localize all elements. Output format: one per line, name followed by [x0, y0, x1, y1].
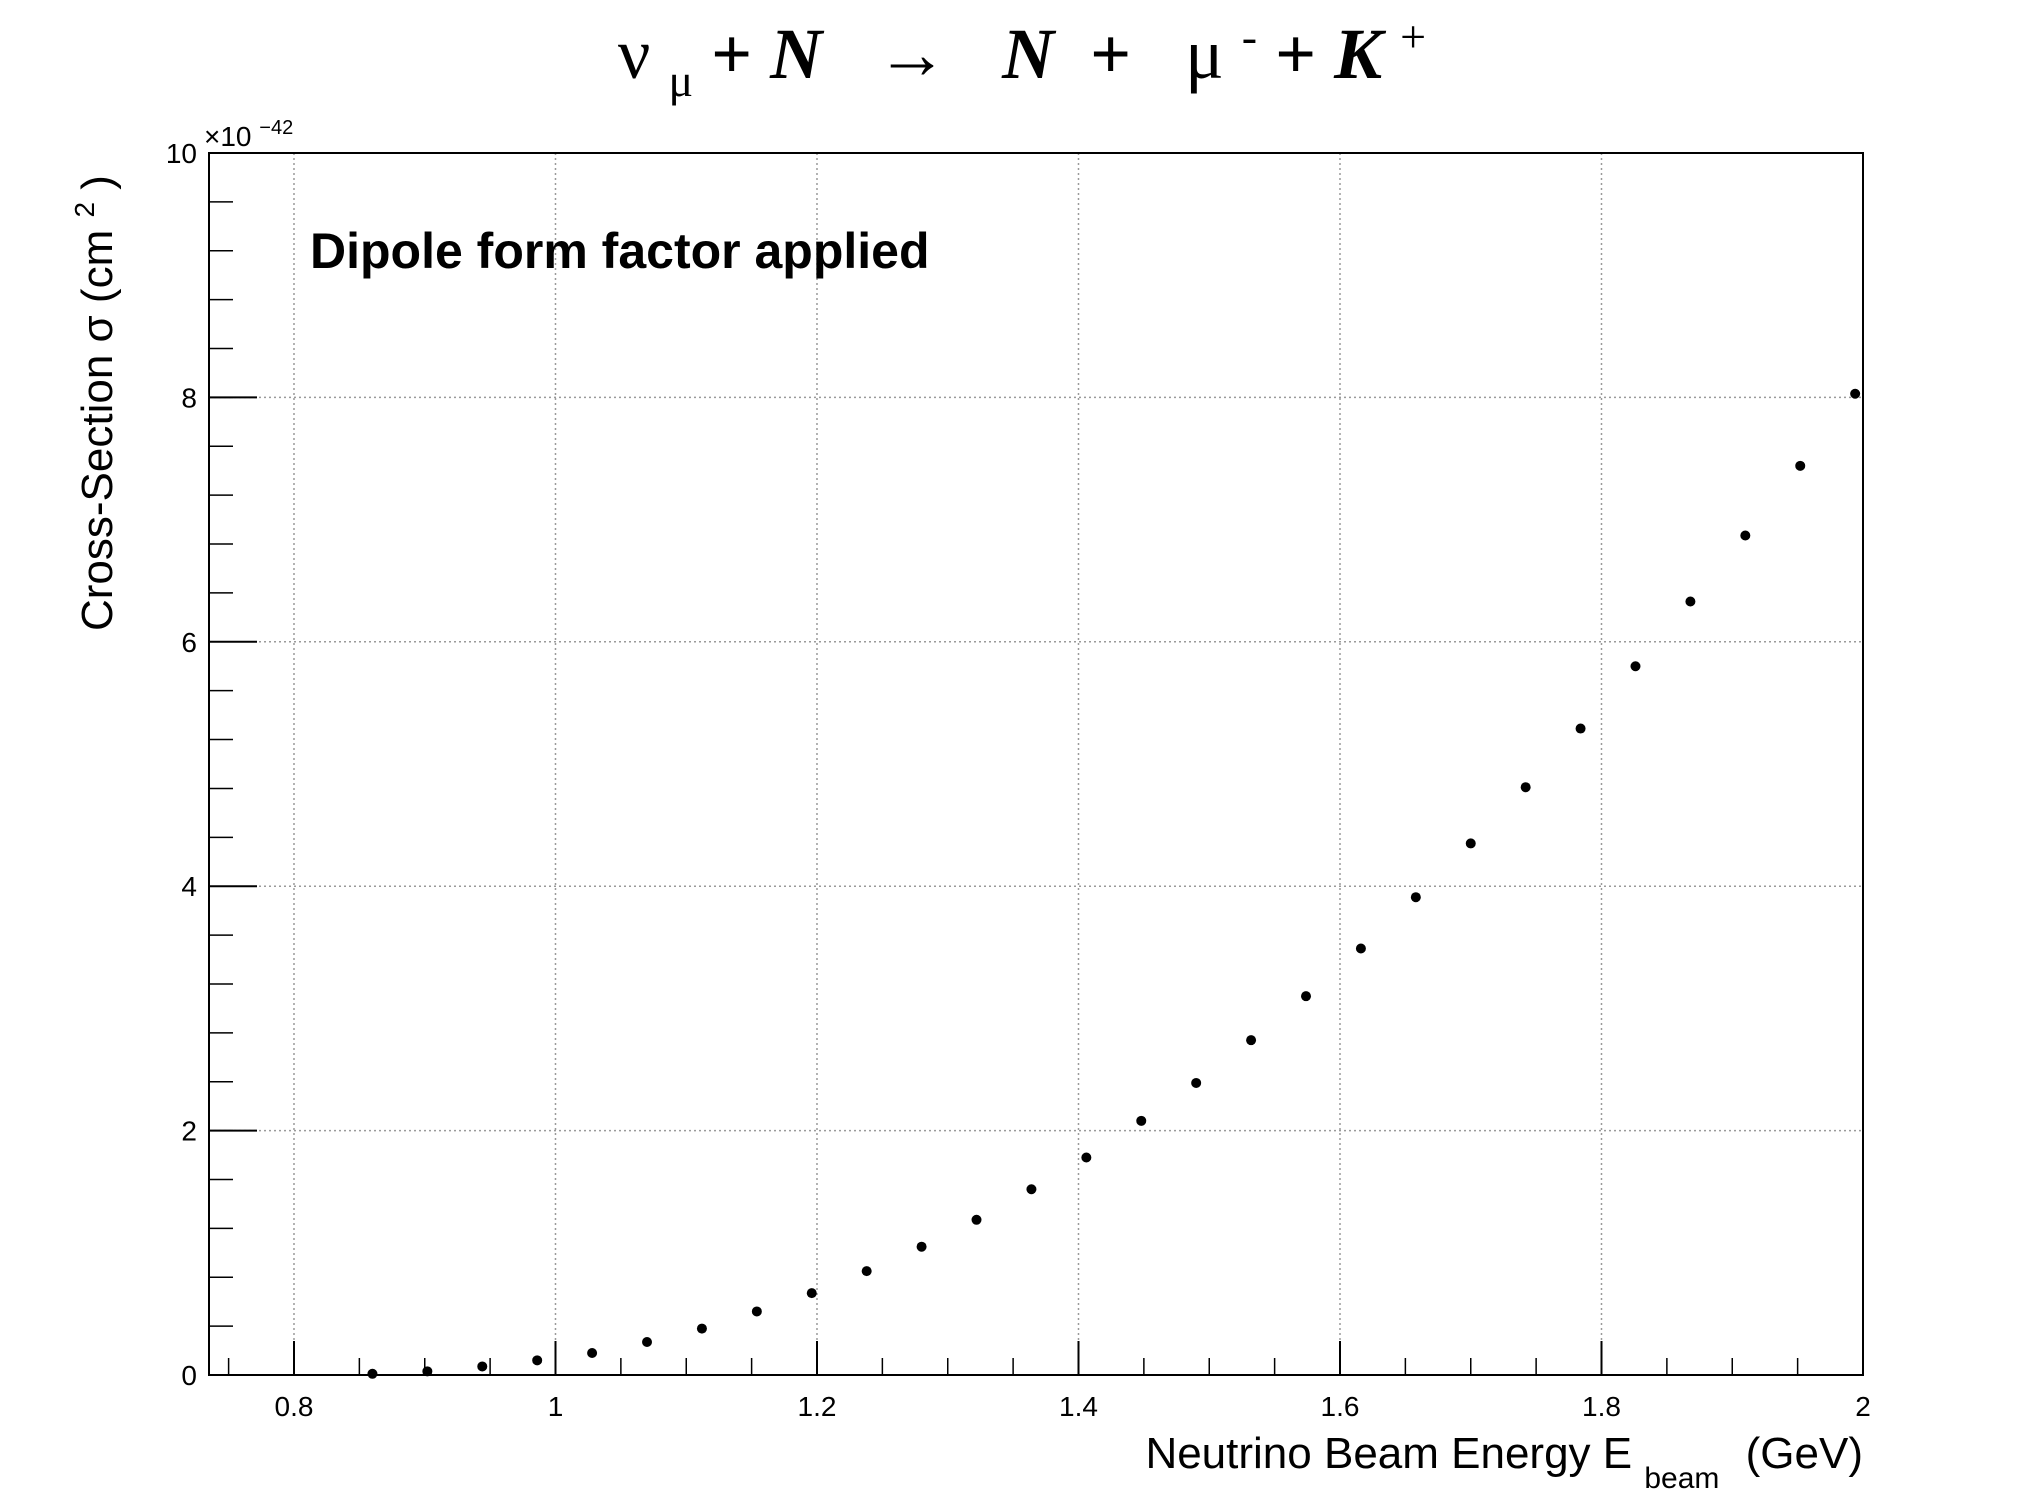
data-point — [1575, 723, 1586, 734]
title-n-2: N — [1001, 14, 1057, 94]
y-tick-label: 2 — [181, 1116, 197, 1147]
data-point — [367, 1368, 378, 1379]
data-point — [532, 1355, 543, 1366]
data-series — [367, 388, 1861, 1379]
y-multiplier-base: ×10 — [204, 121, 252, 152]
data-point — [1520, 782, 1531, 793]
data-point — [916, 1241, 927, 1252]
data-point — [477, 1361, 488, 1372]
data-point — [1355, 943, 1366, 954]
y-multiplier: ×10 −42 — [204, 117, 293, 152]
data-point — [1630, 661, 1641, 672]
y-tick-label: 4 — [181, 871, 197, 902]
y-axis: 0 2 4 6 8 10 — [166, 138, 257, 1391]
annotation-text: Dipole form factor applied — [310, 223, 930, 279]
data-point — [861, 1266, 872, 1277]
title-nu: ν — [618, 14, 651, 94]
x-tick-label: 0.8 — [275, 1391, 314, 1422]
data-point — [1795, 460, 1806, 471]
data-point — [1136, 1115, 1147, 1126]
data-point — [1246, 1035, 1257, 1046]
data-point — [751, 1306, 762, 1317]
chart-title: ν μ + N → N + μ - + K + — [618, 0, 1426, 112]
x-axis: 0.8 1 1.2 1.4 1.6 1.8 2 — [227, 1341, 1871, 1422]
title-minus-superscript: - — [1242, 11, 1257, 62]
data-point — [1301, 991, 1312, 1002]
x-tick-label: 2 — [1855, 1391, 1871, 1422]
data-point — [1850, 388, 1861, 399]
y-tick-label: 0 — [181, 1360, 197, 1391]
data-point — [1685, 596, 1696, 607]
data-point — [696, 1323, 707, 1334]
grid — [209, 153, 1863, 1375]
x-tick-label: 1.4 — [1059, 1391, 1098, 1422]
y-tick-label: 10 — [166, 138, 197, 169]
title-plus-1: + — [711, 14, 770, 94]
y-axis-title-sup: 2 — [69, 202, 100, 218]
x-axis-title-unit: (GeV) — [1746, 1429, 1863, 1478]
title-plus-3: + — [1275, 14, 1334, 94]
x-axis-title-sub: beam — [1644, 1462, 1719, 1495]
data-point — [1191, 1077, 1202, 1088]
data-point — [1740, 530, 1751, 541]
y-tick-label: 6 — [181, 627, 197, 658]
data-point — [642, 1337, 653, 1348]
y-axis-title-close: ) — [73, 175, 122, 190]
x-tick-label: 1.6 — [1321, 1391, 1360, 1422]
plot-frame — [208, 152, 1864, 1376]
title-k: K — [1333, 14, 1387, 94]
data-point — [1465, 838, 1476, 849]
title-plus-superscript: + — [1400, 11, 1426, 62]
data-point — [1026, 1184, 1037, 1195]
title-plus-2: + — [1072, 14, 1167, 94]
title-n-1: N — [769, 14, 825, 94]
data-point — [1081, 1152, 1092, 1163]
data-point — [971, 1214, 982, 1225]
x-tick-label: 1.8 — [1582, 1391, 1621, 1422]
title-mu-subscript: μ — [668, 55, 693, 106]
data-point — [1410, 892, 1421, 903]
data-point — [422, 1366, 433, 1377]
x-axis-title: Neutrino Beam Energy E beam (GeV) — [1145, 1429, 1863, 1498]
x-tick-label: 1 — [548, 1391, 564, 1422]
data-point — [806, 1288, 817, 1299]
x-tick-label: 1.2 — [798, 1391, 837, 1422]
y-axis-title-main: Cross-Section σ (cm — [73, 230, 122, 631]
y-multiplier-exponent: −42 — [259, 117, 293, 139]
data-point — [587, 1348, 598, 1359]
x-axis-title-main: Neutrino Beam Energy E — [1145, 1429, 1632, 1478]
title-mu: μ — [1185, 14, 1224, 94]
y-axis-title: Cross-Section σ (cm 2 ) — [55, 175, 122, 631]
y-tick-label: 8 — [181, 382, 197, 413]
title-arrow: → — [840, 14, 984, 94]
